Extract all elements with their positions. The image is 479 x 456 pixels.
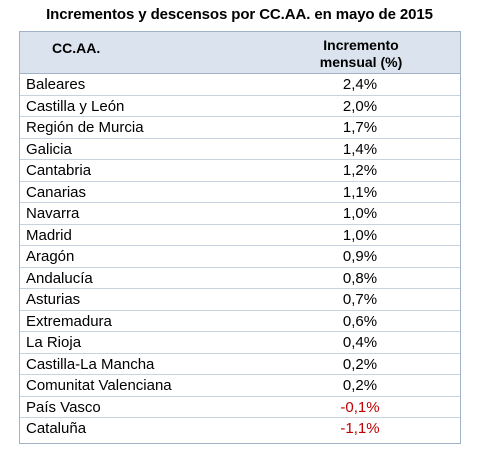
- region-name: Extremadura: [26, 312, 112, 330]
- region-name: La Rioja: [26, 334, 82, 351]
- region-name: Comunitat Valenciana: [26, 377, 172, 394]
- region-name: Castilla-La Mancha: [26, 355, 155, 373]
- table-row: Navarra 1,0%: [20, 203, 460, 225]
- table-row: Galicia 1,4%: [20, 139, 460, 160]
- table-row: Extremadura 0,6%: [20, 311, 460, 332]
- column-header-region: CC.AA.: [52, 40, 101, 56]
- increment-value: 0,6%: [342, 312, 378, 330]
- increment-value: 0,8%: [342, 269, 378, 287]
- region-name: Castilla y León: [26, 97, 125, 115]
- region-name: Madrid: [26, 226, 72, 244]
- table-row: Madrid 1,0%: [20, 225, 460, 246]
- table-header: CC.AA. Incremento mensual (%): [20, 32, 460, 74]
- region-name: Andalucía: [26, 269, 93, 287]
- table-row: Asturias 0,7%: [20, 289, 460, 311]
- region-name: Asturias: [26, 291, 81, 308]
- increment-value: -0,1%: [340, 398, 380, 416]
- table-row: La Rioja 0,4%: [20, 332, 460, 354]
- table-row: Andalucía 0,8%: [20, 268, 460, 289]
- increment-value: 0,7%: [342, 291, 378, 308]
- column-header-increment-line1: Incremento: [323, 37, 399, 53]
- page-title: Incrementos y descensos por CC.AA. en ma…: [46, 6, 433, 23]
- increment-value: 1,7%: [342, 119, 378, 136]
- increment-value: 0,4%: [342, 334, 378, 351]
- table-row: País Vasco -0,1%: [20, 397, 460, 418]
- table-row: Castilla y León 2,0%: [20, 96, 460, 117]
- table-row: Castilla-La Mancha 0,2%: [20, 354, 460, 375]
- column-header-increment: Incremento mensual (%): [296, 37, 426, 71]
- region-name: Región de Murcia: [26, 119, 144, 136]
- increment-value: 0,9%: [342, 248, 378, 265]
- region-name: Cantabria: [26, 162, 92, 179]
- region-name: Canarias: [26, 183, 87, 201]
- table-row: Comunitat Valenciana 0,2%: [20, 375, 460, 397]
- increment-value: 2,0%: [342, 97, 378, 115]
- increment-value: 1,0%: [342, 205, 378, 222]
- column-header-increment-line2: mensual (%): [319, 54, 403, 70]
- table-body: Baleares 2,4% Castilla y León 2,0% Región de…: [20, 74, 460, 440]
- increment-value: -1,1%: [340, 420, 380, 437]
- increment-value: 0,2%: [342, 377, 378, 394]
- region-name: Navarra: [26, 205, 80, 222]
- increment-value: 1,2%: [342, 162, 378, 179]
- region-name: Baleares: [26, 76, 86, 93]
- region-name: Galicia: [26, 140, 72, 158]
- table-row: Cataluña -1,1%: [20, 418, 460, 440]
- increment-value: 1,1%: [342, 183, 378, 201]
- table-row: Cantabria 1,2%: [20, 160, 460, 182]
- table-row: Región de Murcia 1,7%: [20, 117, 460, 139]
- region-name: País Vasco: [26, 398, 101, 416]
- increment-value: 0,2%: [342, 355, 378, 373]
- region-name: Cataluña: [26, 420, 87, 437]
- data-table: CC.AA. Incremento mensual (%) Baleares 2,…: [19, 31, 461, 444]
- increment-value: 1,4%: [342, 140, 378, 158]
- table-row: Baleares 2,4%: [20, 74, 460, 96]
- increment-value: 1,0%: [342, 226, 378, 244]
- table-row: Aragón 0,9%: [20, 246, 460, 268]
- region-name: Aragón: [26, 248, 75, 265]
- increment-value: 2,4%: [342, 76, 378, 93]
- table-row: Canarias 1,1%: [20, 182, 460, 203]
